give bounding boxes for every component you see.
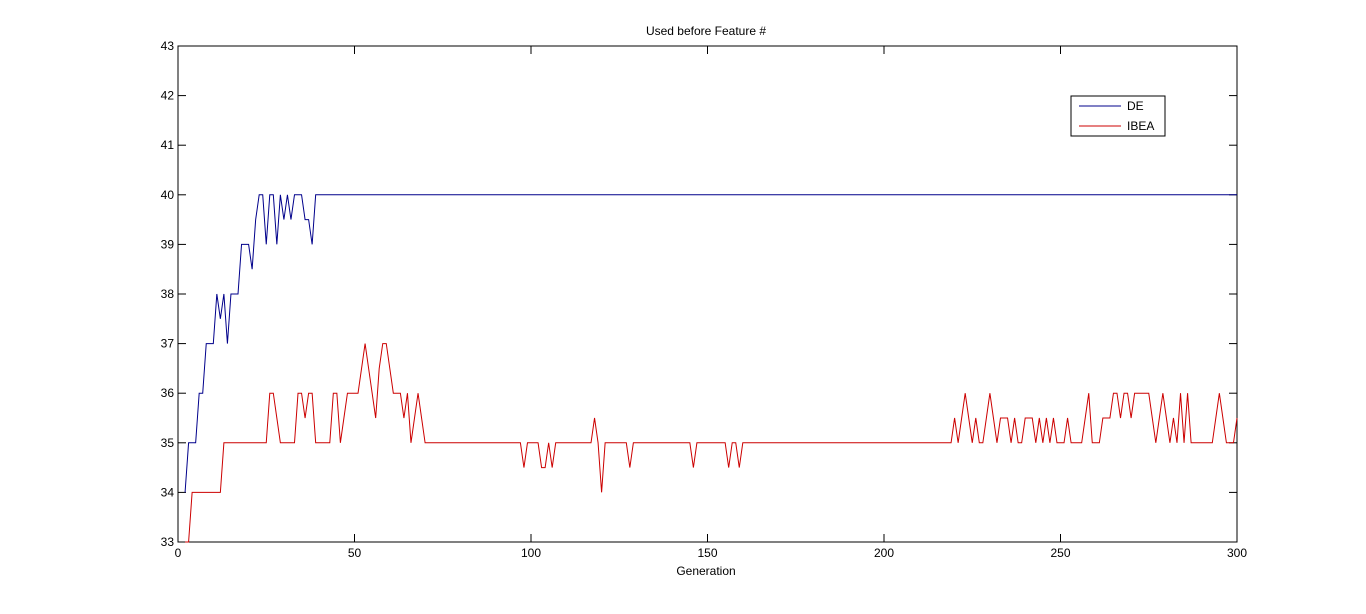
x-tick-label: 0 [175,546,182,560]
y-tick-label: 34 [161,485,175,499]
legend-label-de: DE [1127,99,1144,113]
y-tick-label: 43 [161,39,175,53]
x-tick-label: 100 [521,546,541,560]
x-tick-label: 50 [348,546,362,560]
axis-ticks: 0 50 100 150 200 250 300 33 34 35 36 37 38 39 40 41 42 43 [161,39,1248,560]
y-tick-label: 39 [161,237,175,251]
y-tick-label: 40 [161,188,175,202]
x-axis-label: Generation [676,564,735,578]
x-tick-label: 200 [874,546,894,560]
y-tick-label: 38 [161,287,175,301]
y-tick-label: 36 [161,386,175,400]
chart-title: Used before Feature # [646,24,766,38]
y-tick-label: 37 [161,337,175,351]
y-tick-label: 42 [161,89,175,103]
series-line-ibea [185,343,1238,543]
y-tick-label: 41 [161,138,175,152]
plot-area [177,45,1238,543]
legend-label-ibea: IBEA [1127,119,1154,133]
y-tick-label: 35 [161,436,175,450]
x-tick-label: 300 [1227,546,1247,560]
legend-box [1070,95,1166,137]
y-tick-label: 33 [161,535,175,549]
series-line-de [184,194,1237,493]
legend: DE IBEA [1070,95,1166,137]
x-tick-label: 150 [697,546,717,560]
x-tick-label: 250 [1050,546,1070,560]
series-lines [184,194,1238,543]
